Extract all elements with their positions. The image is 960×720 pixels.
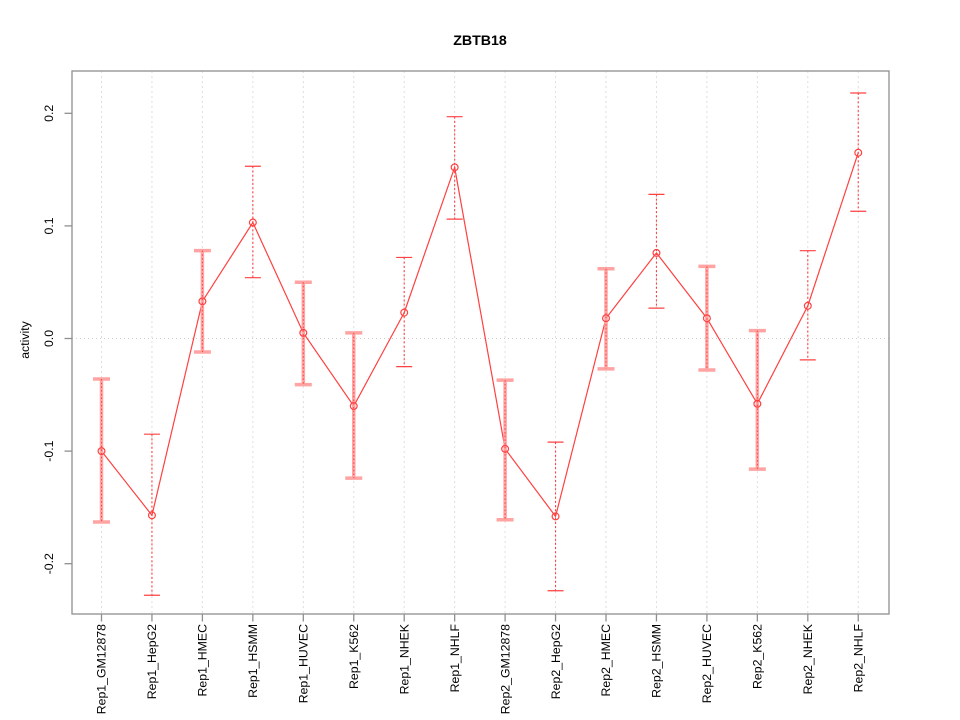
data-point (702, 314, 711, 323)
data-point (551, 512, 560, 521)
chart-title: ZBTB18 (453, 33, 507, 49)
data-point (299, 328, 308, 337)
y-tick-label: 0.1 (42, 217, 56, 234)
series-line (101, 152, 859, 518)
x-tick-label: Rep2_K562 (751, 624, 765, 689)
x-tick-label: Rep2_GM12878 (498, 624, 512, 714)
y-tick-label: -0.1 (42, 440, 56, 461)
x-tick-label: Rep2_HUVEC (700, 624, 714, 703)
data-point (147, 511, 156, 520)
x-tick-label: Rep1_NHLF (448, 624, 462, 693)
error-bar (597, 266, 615, 371)
y-axis-label: activity (18, 320, 32, 358)
plot-border (71, 70, 890, 615)
data-point (652, 248, 661, 257)
error-bar (799, 250, 816, 361)
data-point (601, 314, 610, 323)
x-tick-label: Rep1_GM12878 (95, 624, 109, 714)
y-tick-label: 0.2 (42, 105, 56, 122)
series-group (93, 92, 867, 596)
x-tick-label: Rep1_K562 (347, 624, 361, 689)
y-tick-label: -0.2 (42, 553, 56, 574)
x-tick-label: Rep1_HUVEC (297, 624, 311, 703)
data-point (97, 447, 106, 456)
data-point (248, 218, 257, 227)
gridlines (72, 71, 889, 614)
x-tick-label: Rep1_HepG2 (145, 624, 159, 699)
data-point (198, 297, 207, 306)
data-point (501, 444, 510, 453)
x-tick-label: Rep1_NHEK (397, 623, 411, 694)
x-tick-label: Rep2_HepG2 (549, 624, 563, 699)
error-bar (698, 264, 716, 372)
error-bar (294, 280, 312, 387)
x-tick-label: Rep2_HSMM (650, 624, 664, 698)
data-point (450, 163, 459, 172)
error-bar (193, 248, 211, 354)
x-axis: Rep1_GM12878 Rep1_HepG2 Rep1_HMEC Rep1_HSMM… (95, 614, 865, 714)
x-tick-label: Rep1_HSMM (246, 624, 260, 698)
data-point (400, 308, 409, 317)
data-point (803, 301, 812, 310)
error-bar (345, 331, 363, 480)
plot-frame (71, 70, 890, 615)
y-tick-label: 0.0 (42, 330, 56, 347)
error-bar (446, 116, 463, 220)
error-bar (850, 92, 867, 212)
error-bar (244, 165, 261, 279)
error-bar (496, 378, 514, 522)
error-bar (93, 377, 110, 524)
error-bar (648, 193, 665, 309)
x-tick-label: Rep1_HMEC (196, 624, 210, 697)
data-point (349, 402, 358, 411)
y-axis: -0.2 -0.1 0.0 0.1 0.2 (42, 105, 72, 574)
x-tick-label: Rep2_HMEC (599, 624, 613, 697)
data-point (854, 148, 863, 157)
x-tick-label: Rep2_NHLF (851, 624, 865, 693)
error-bar (547, 441, 564, 592)
data-point (753, 399, 762, 408)
error-bar (143, 433, 160, 596)
x-tick-label: Rep2_NHEK (801, 623, 815, 694)
error-bar (396, 256, 413, 368)
